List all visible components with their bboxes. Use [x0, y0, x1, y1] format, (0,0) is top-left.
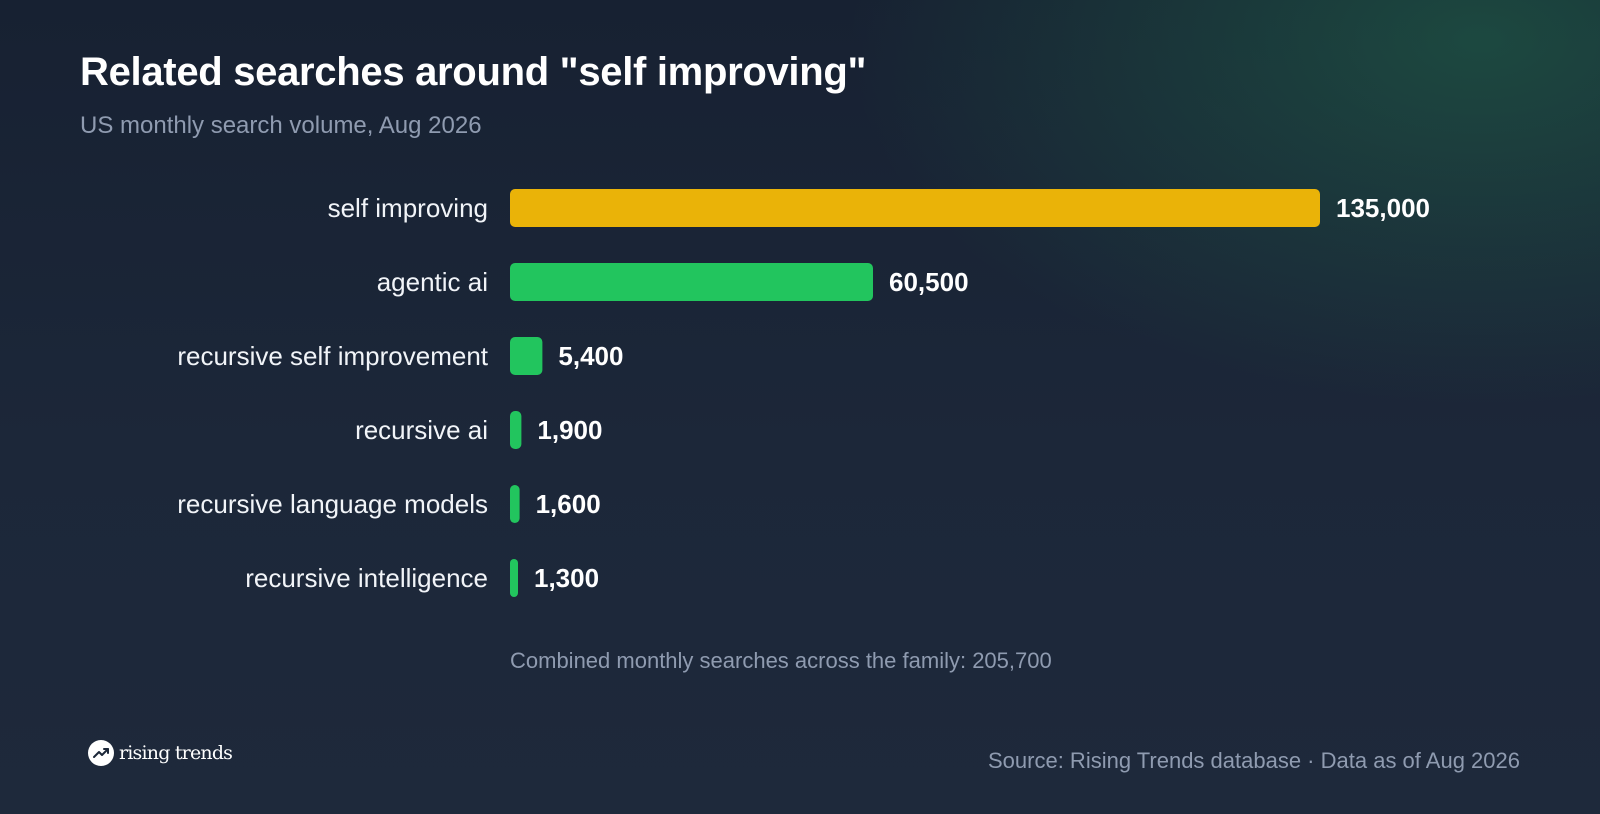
combined-total-note: Combined monthly searches across the fam… — [510, 648, 1052, 673]
source-note: Source: Rising Trends database · Data as… — [988, 748, 1520, 773]
value-label: 1,900 — [537, 415, 602, 445]
logo-wordmark: rising trends — [119, 742, 233, 764]
chart-subtitle: US monthly search volume, Aug 2026 — [80, 112, 482, 139]
category-label: recursive self improvement — [177, 341, 488, 371]
category-label: self improving — [328, 193, 488, 223]
category-label: recursive ai — [355, 415, 488, 445]
value-label: 1,600 — [536, 489, 601, 519]
value-label: 135,000 — [1336, 193, 1430, 223]
value-label: 1,300 — [534, 563, 599, 593]
value-label: 5,400 — [558, 341, 623, 371]
bar — [510, 263, 873, 301]
bar — [510, 485, 520, 523]
category-label: agentic ai — [377, 267, 488, 297]
chart-title: Related searches around "self improving" — [80, 50, 867, 94]
bar — [510, 189, 1320, 227]
bar — [510, 337, 543, 375]
bar-chart: self improving 135,000 agentic ai 60,500 rec… — [177, 189, 1430, 597]
value-label: 60,500 — [889, 267, 969, 297]
bar — [510, 559, 518, 597]
category-label: recursive language models — [177, 489, 488, 519]
trend-arrow-icon — [88, 740, 114, 766]
rising-trends-logo: rising trends — [88, 740, 233, 766]
bar — [510, 411, 522, 449]
category-label: recursive intelligence — [245, 563, 488, 593]
